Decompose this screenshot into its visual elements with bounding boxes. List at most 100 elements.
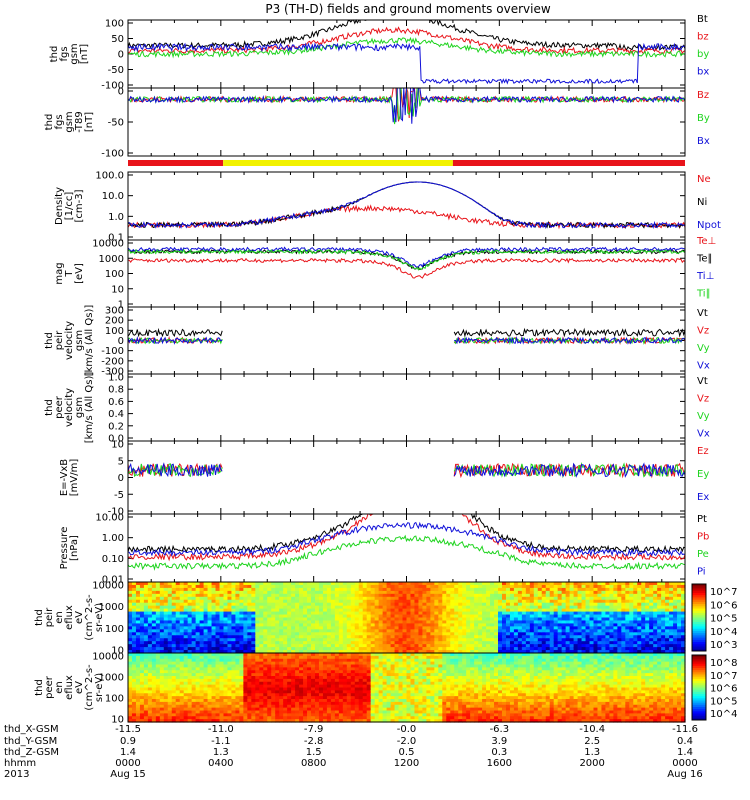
spectrogram-cell xyxy=(283,641,288,645)
spectrogram-cell xyxy=(478,608,483,613)
spectrogram-cell xyxy=(470,602,475,607)
spectrogram-cell xyxy=(609,617,614,622)
spectrogram-cell xyxy=(267,587,272,592)
spectrogram-cell xyxy=(251,699,256,703)
spectrogram-cell xyxy=(657,650,662,654)
spectrogram-cell xyxy=(259,611,264,616)
spectrogram-cell xyxy=(235,716,240,720)
spectrogram-cell xyxy=(203,582,209,586)
spectrogram-cell xyxy=(474,647,479,651)
spectrogram-cell xyxy=(318,617,324,622)
spectrogram-cell xyxy=(414,611,420,616)
spectrogram-cell xyxy=(183,701,189,706)
spectrogram-cell xyxy=(231,584,237,589)
spectrogram-cell xyxy=(326,614,332,619)
spectrogram-cell xyxy=(358,587,364,592)
spectrogram-cell xyxy=(187,716,193,720)
spectrogram-cell xyxy=(629,582,634,586)
spectrogram-cell xyxy=(243,641,248,645)
spectrogram-cell xyxy=(167,678,173,683)
spectrogram-cell xyxy=(434,647,439,651)
spectrogram-cell xyxy=(677,623,682,627)
spectrogram-cell xyxy=(601,629,607,633)
spectrogram-cell xyxy=(454,632,459,636)
spectrogram-cell xyxy=(199,693,205,697)
spectrogram-cell xyxy=(661,620,666,625)
spectrogram-cell xyxy=(605,590,611,595)
spectrogram-cell xyxy=(155,690,161,694)
spectrogram-cell xyxy=(243,611,248,616)
spectrogram-cell xyxy=(283,620,288,625)
spectrogram-cell xyxy=(151,655,157,660)
colorbar-swatch xyxy=(692,595,706,598)
spectrogram-cell xyxy=(159,670,165,674)
spectrogram-cell xyxy=(330,605,336,610)
spectrogram-cell xyxy=(657,638,662,642)
spectrogram-cell xyxy=(482,593,487,598)
spectrogram-cell xyxy=(470,614,475,619)
spectrogram-cell xyxy=(609,584,614,589)
spectrogram-cell xyxy=(478,629,483,633)
spectrogram-cell xyxy=(410,647,416,651)
spectrogram-cell xyxy=(179,655,185,660)
spectrogram-cell xyxy=(318,608,324,613)
spectrogram-cell xyxy=(498,629,503,633)
spectrogram-cell xyxy=(581,587,587,592)
spectrogram-cell xyxy=(139,696,145,700)
spectrogram-cell xyxy=(243,678,248,683)
spectrogram-cell xyxy=(641,641,646,645)
spectrogram-cell xyxy=(569,590,575,595)
spectrogram-cell xyxy=(665,614,670,619)
spectrogram-cell xyxy=(139,590,145,595)
spectrogram-cell xyxy=(283,644,288,648)
spectrogram-cell xyxy=(442,582,447,586)
spectrogram-cell xyxy=(275,641,280,645)
spectrogram-cell xyxy=(430,617,435,622)
spectrogram-cell xyxy=(462,608,467,613)
spectrogram-cell xyxy=(191,614,197,619)
spectrogram-cell xyxy=(195,690,201,694)
spectrogram-cell xyxy=(291,584,296,589)
spectrogram-cell xyxy=(143,596,149,601)
spectrogram-cell xyxy=(434,650,439,654)
spectrogram-cell xyxy=(239,635,244,639)
spectrogram-cell xyxy=(135,655,141,660)
y-tick-label: 0.0 xyxy=(108,434,124,445)
spectrogram-cell xyxy=(211,699,217,703)
spectrogram-cell xyxy=(247,667,252,671)
spectrogram-cell xyxy=(175,605,181,610)
spectrogram-cell xyxy=(617,590,622,595)
spectrogram-cell xyxy=(135,661,141,666)
spectrogram-cell xyxy=(597,587,603,592)
spectrogram-cell xyxy=(314,644,320,648)
spectrogram-cell xyxy=(346,641,352,645)
spectrogram-cell xyxy=(681,582,686,586)
spectrogram-cell xyxy=(314,623,320,627)
spectrogram-cell xyxy=(215,707,221,712)
spectrogram-cell xyxy=(171,701,177,706)
spectrogram-cell xyxy=(255,641,260,645)
spectrogram-cell xyxy=(167,716,173,720)
colorbar-swatch xyxy=(692,644,706,648)
spectrogram-cell xyxy=(235,617,240,622)
spectrogram-cell xyxy=(175,644,181,648)
spectrogram-cell xyxy=(525,638,531,642)
spectrogram-cell xyxy=(649,611,654,616)
spectrogram-cell xyxy=(243,605,248,610)
spectrogram-cell xyxy=(131,620,137,625)
spectrogram-cell xyxy=(147,670,153,674)
spectrogram-cell xyxy=(334,638,340,642)
spectrogram-cell xyxy=(589,635,595,639)
spectrogram-cell xyxy=(334,626,340,630)
spectrogram-cell xyxy=(613,590,618,595)
spectrogram-cell xyxy=(438,620,443,625)
spectrogram-cell xyxy=(557,593,563,598)
spectrogram-cell xyxy=(593,638,599,642)
spectrogram-cell xyxy=(645,590,650,595)
spectrogram-cell xyxy=(128,655,133,660)
spectrogram-cell xyxy=(219,623,225,627)
spectrogram-cell xyxy=(167,707,173,712)
spectrogram-cell xyxy=(291,629,296,633)
spectrogram-cell xyxy=(187,614,193,619)
spectrogram-cell xyxy=(215,614,221,619)
